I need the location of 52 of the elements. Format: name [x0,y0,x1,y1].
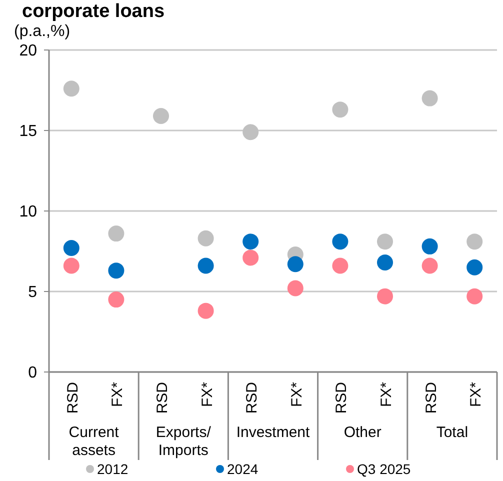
x-tick-label: FX* [468,382,485,408]
point [422,90,438,106]
point [153,108,169,124]
x-tick-label: RSD [154,382,171,414]
legend-label: 2024 [227,460,258,477]
point [63,80,80,97]
x-tick-label: FX* [109,382,126,408]
x-tick-label: RSD [64,382,82,414]
y-tick-label: 10 [19,204,38,221]
x-tick-label: FX* [288,382,306,408]
point [242,250,259,266]
legend-label: 2012 [97,460,128,477]
text: Investment [236,424,311,441]
text: Total [436,424,468,441]
point [108,226,124,242]
point [198,230,214,246]
y-tick-label: 0 [28,364,38,382]
point [466,288,483,304]
point [422,258,438,274]
point [332,102,348,118]
x-tick-label: FX* [378,382,395,408]
x-tick-label: RSD [333,382,350,414]
text: Current assets [68,424,120,459]
point [287,256,304,272]
point [422,238,438,254]
point [466,234,483,250]
y-tick-label: 20 [19,42,38,60]
point [332,234,348,250]
x-tick-label: FX* [198,382,216,408]
point [332,258,348,274]
y-axis-title: (p.a.,%) [14,23,70,40]
point [63,240,80,256]
text: Other [344,424,382,441]
point [242,124,259,140]
chart-title: corporate loans [22,1,165,22]
y-tick-label: 15 [19,123,38,140]
text: Exports/ Imports [156,424,212,459]
point [63,258,80,274]
point [377,254,393,271]
point [377,288,393,304]
point [466,259,483,276]
x-tick-label: RSD [244,382,261,414]
y-tick-label: 5 [28,284,38,302]
point [287,280,304,296]
point [198,258,214,274]
x-tick-label: RSD [422,382,440,414]
point [108,292,124,308]
point [108,262,124,279]
point [198,302,214,319]
legend-label: Q3 2025 [357,460,411,477]
point [242,234,259,250]
point [377,234,393,250]
